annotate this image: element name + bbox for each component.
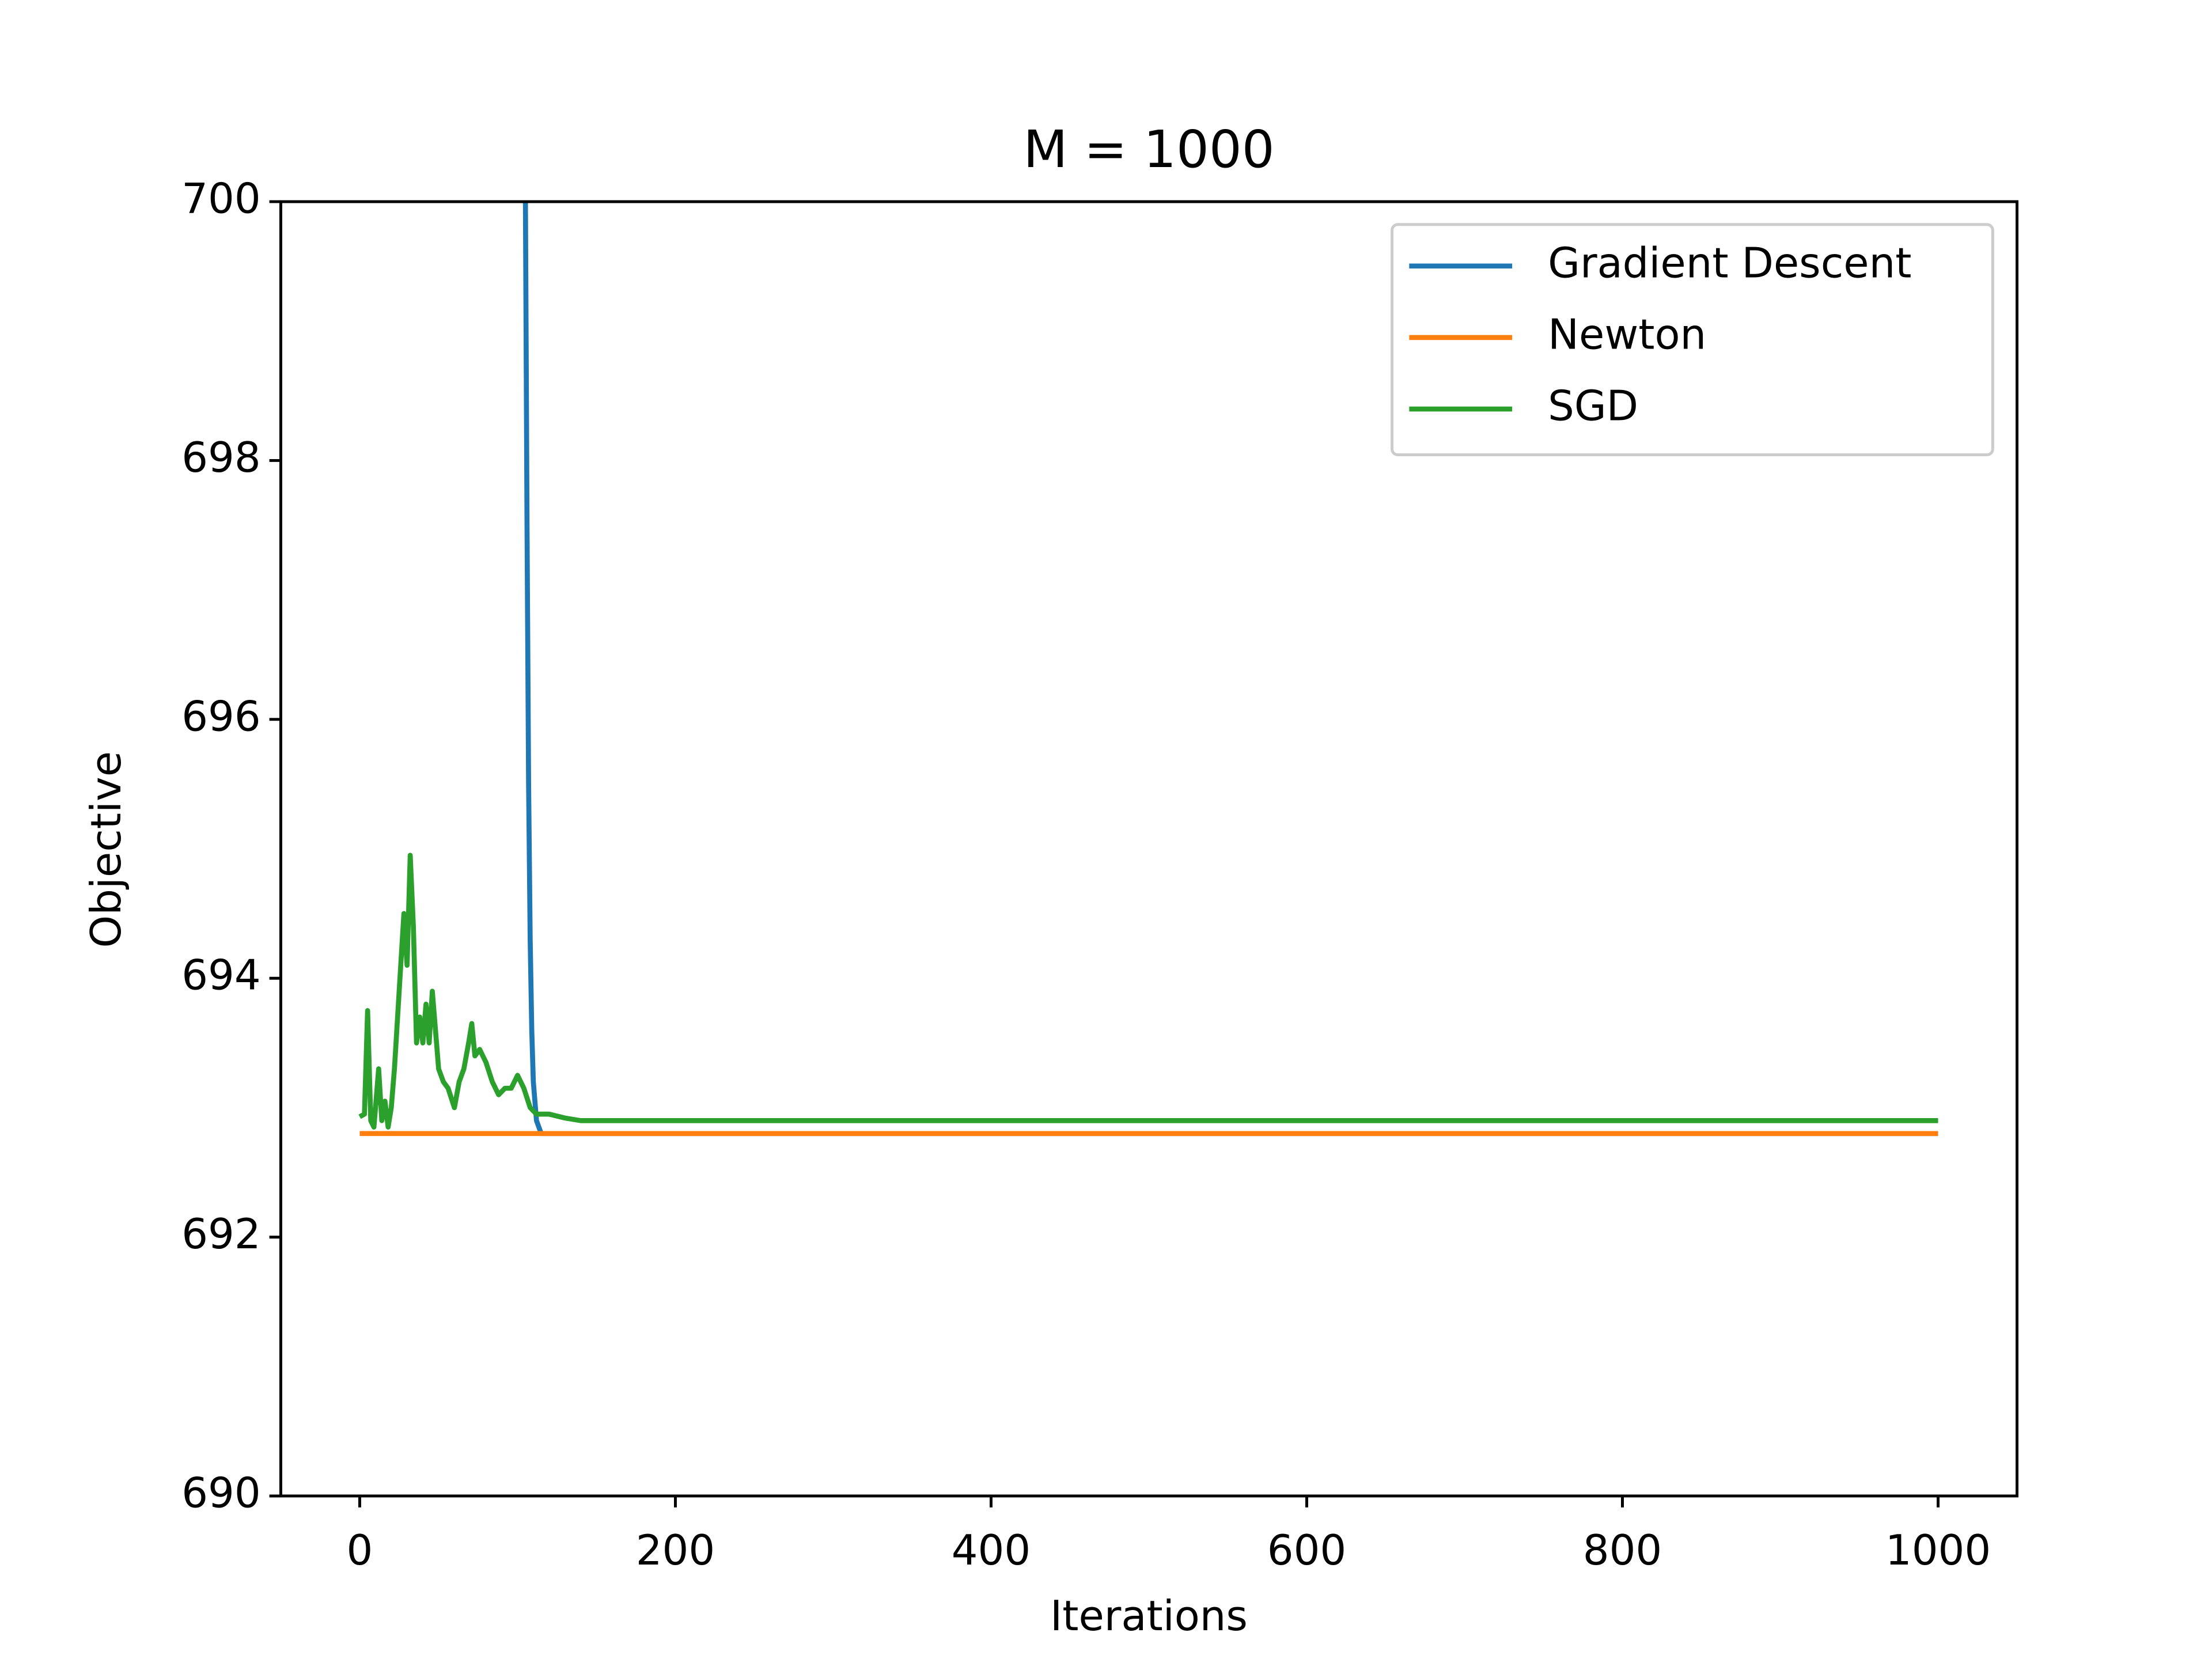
legend-label: Gradient Descent [1548, 238, 1911, 287]
plot-frame [279, 200, 2019, 1498]
y-tick-label: 694 [181, 951, 260, 999]
series-line [358, 853, 1938, 1130]
y-tick-label: 692 [181, 1210, 260, 1258]
series-line [522, 202, 1938, 1137]
y-tick-label: 698 [181, 433, 260, 482]
legend-label: Newton [1548, 310, 1706, 358]
y-tick-label: 696 [181, 692, 260, 740]
x-tick-label: 400 [952, 1526, 1031, 1574]
x-axis-label: Iterations [1050, 1592, 1248, 1640]
x-tick-label: 600 [1267, 1526, 1346, 1574]
y-tick-label: 690 [181, 1468, 260, 1517]
x-tick-label: 800 [1583, 1526, 1662, 1574]
x-tick-label: 0 [347, 1526, 373, 1574]
y-tick-label: 700 [181, 175, 260, 223]
plot-area [358, 202, 1938, 1137]
x-tick-label: 1000 [1885, 1526, 1991, 1574]
chart-title: M = 1000 [1023, 120, 1274, 180]
y-axis-label: Objective [82, 751, 130, 948]
legend-label: SGD [1548, 382, 1638, 430]
x-tick-label: 200 [636, 1526, 715, 1574]
legend-box [1391, 223, 1994, 456]
